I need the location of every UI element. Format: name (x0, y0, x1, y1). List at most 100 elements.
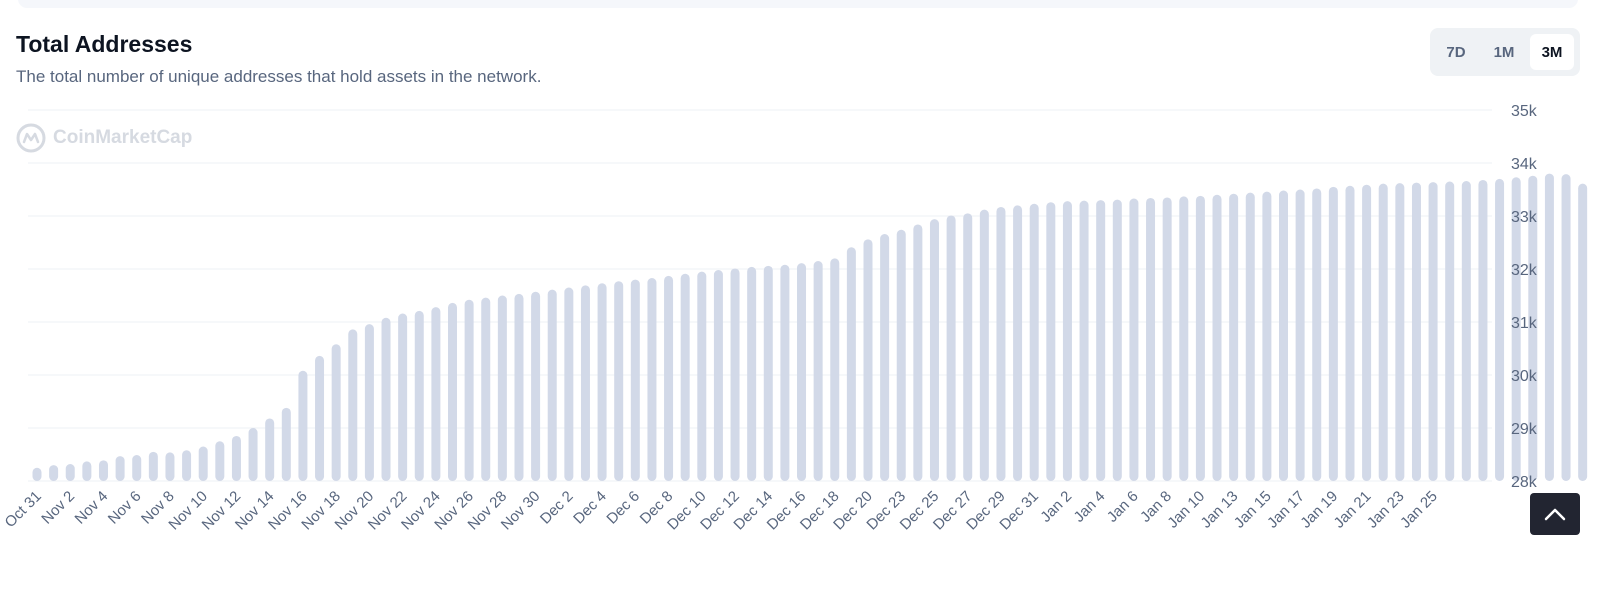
chart-bar[interactable] (846, 247, 856, 481)
chart-bar[interactable] (481, 297, 491, 481)
chart-bar[interactable] (497, 295, 507, 482)
chart-bar[interactable] (713, 270, 723, 481)
chart-bar[interactable] (1162, 197, 1172, 481)
chart-bar[interactable] (963, 213, 973, 481)
chart-bar[interactable] (1262, 191, 1272, 481)
chart-bar[interactable] (182, 450, 192, 481)
chart-bar[interactable] (315, 355, 325, 481)
chart-bar[interactable] (32, 467, 42, 481)
y-tick-label: 31k (1511, 315, 1538, 332)
chart-bar[interactable] (979, 209, 989, 481)
chart-bar[interactable] (281, 407, 291, 481)
chart-bar[interactable] (1179, 196, 1189, 481)
chart-bar[interactable] (1411, 182, 1421, 482)
chart-bar[interactable] (1245, 192, 1255, 481)
chart-bar[interactable] (1428, 182, 1438, 481)
chart-bar[interactable] (148, 451, 158, 481)
chart-bar[interactable] (248, 428, 258, 481)
chart-bar[interactable] (614, 281, 624, 481)
chart-bar[interactable] (913, 224, 923, 482)
chart-bar[interactable] (65, 464, 75, 481)
chart-bar[interactable] (996, 206, 1006, 482)
chart-bar[interactable] (1129, 198, 1139, 481)
chart-bar[interactable] (797, 263, 807, 481)
chart-bar[interactable] (880, 234, 890, 481)
chart-bar[interactable] (331, 344, 341, 481)
chart-bar[interactable] (1378, 183, 1388, 482)
chart-bar[interactable] (115, 456, 125, 481)
chart-bar[interactable] (1062, 201, 1072, 481)
chart-bar[interactable] (514, 293, 524, 481)
chart-bar[interactable] (647, 278, 657, 481)
chart-bar[interactable] (1328, 186, 1338, 481)
chart-bar[interactable] (165, 452, 175, 481)
chart-bar[interactable] (298, 370, 308, 481)
chart-bar[interactable] (564, 287, 574, 481)
chart-bar[interactable] (697, 271, 707, 481)
range-7d-button[interactable]: 7D (1434, 34, 1478, 70)
chart-bar[interactable] (1112, 199, 1122, 481)
chart-bar[interactable] (1528, 175, 1538, 481)
chart-bar[interactable] (49, 465, 59, 481)
scroll-to-top-button[interactable] (1530, 493, 1580, 535)
chart-bar[interactable] (132, 455, 142, 481)
chart-bar[interactable] (381, 317, 391, 481)
chart-bar[interactable] (1096, 200, 1106, 481)
chart-bar[interactable] (1295, 189, 1305, 482)
chart-bar[interactable] (1362, 184, 1372, 482)
range-3m-button[interactable]: 3M (1530, 34, 1574, 70)
chart-bar[interactable] (265, 418, 275, 481)
chart-bar[interactable] (730, 268, 740, 481)
chart-bar[interactable] (1395, 183, 1405, 481)
chart-bar[interactable] (580, 285, 590, 481)
chart-bar[interactable] (1146, 197, 1156, 482)
chart-bar[interactable] (763, 265, 773, 481)
chart-bar[interactable] (198, 446, 208, 481)
chart-bar[interactable] (597, 283, 607, 481)
chart-bar[interactable] (398, 313, 408, 481)
chart-bar[interactable] (414, 310, 424, 481)
chart-bar[interactable] (680, 273, 690, 481)
chart-bar[interactable] (780, 264, 790, 481)
chart-bar[interactable] (1029, 203, 1039, 481)
chart-bar[interactable] (464, 299, 474, 481)
chart-bar[interactable] (1461, 181, 1471, 481)
chart-bar[interactable] (231, 435, 241, 481)
chart-bar[interactable] (1195, 195, 1205, 482)
chart-bar[interactable] (1229, 193, 1239, 482)
chart-bar[interactable] (830, 258, 840, 481)
chart-bar[interactable] (82, 461, 92, 481)
chart-bar[interactable] (348, 329, 358, 481)
chart-subtitle: The total number of unique addresses tha… (16, 67, 542, 86)
chart-bar[interactable] (664, 275, 674, 481)
chart-bar[interactable] (215, 441, 225, 481)
chart-bar[interactable] (1279, 190, 1288, 481)
chart-bar[interactable] (1544, 173, 1554, 481)
chart-bar[interactable] (1511, 177, 1521, 481)
chart-bar[interactable] (929, 219, 939, 481)
chart-bar[interactable] (813, 261, 823, 481)
chart-bar[interactable] (896, 229, 906, 481)
chart-bar[interactable] (863, 239, 873, 481)
chart-bar[interactable] (98, 460, 108, 481)
chart-bar[interactable] (1478, 179, 1488, 481)
chart-bar[interactable] (1445, 181, 1455, 482)
chart-bar[interactable] (1578, 183, 1588, 482)
chart-bar[interactable] (1345, 185, 1355, 482)
chart-bar[interactable] (364, 324, 374, 481)
chart-bar[interactable] (1046, 202, 1056, 481)
chart-bar[interactable] (1212, 194, 1222, 482)
chart-bar[interactable] (547, 289, 557, 481)
chart-bar[interactable] (1079, 200, 1089, 481)
chart-bar[interactable] (531, 291, 541, 481)
chart-bar[interactable] (747, 266, 757, 481)
chart-bar[interactable] (1312, 188, 1322, 481)
chart-bar[interactable] (1561, 174, 1571, 481)
chart-bar[interactable] (1495, 178, 1505, 481)
chart-bar[interactable] (946, 215, 956, 481)
chart-bar[interactable] (630, 279, 640, 481)
chart-bar[interactable] (431, 307, 441, 481)
chart-bar[interactable] (448, 302, 457, 481)
range-1m-button[interactable]: 1M (1482, 34, 1526, 70)
chart-bar[interactable] (1013, 205, 1023, 481)
